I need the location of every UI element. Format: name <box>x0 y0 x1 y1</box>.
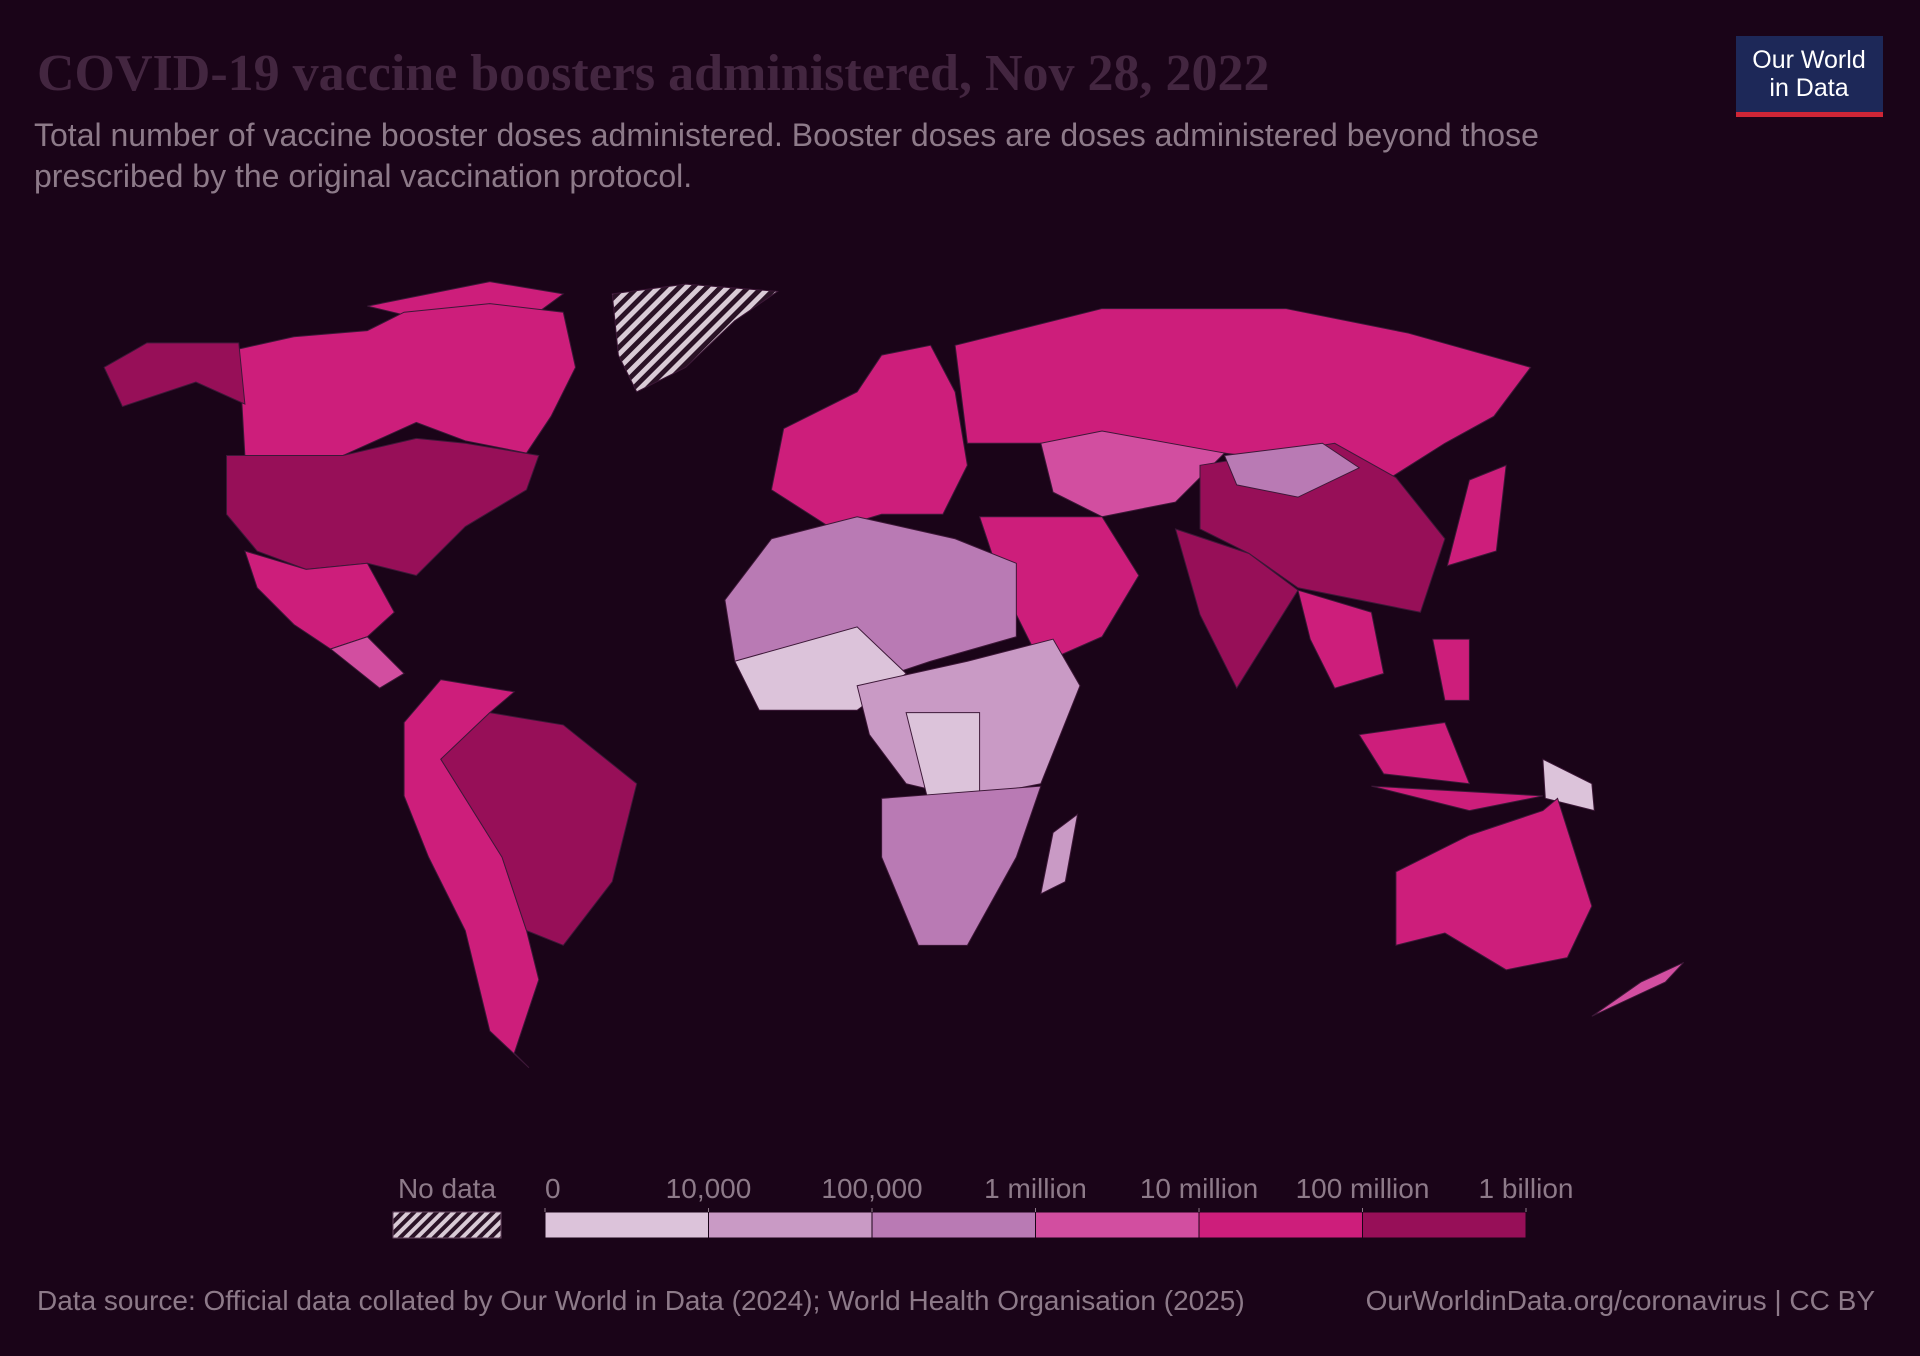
legend-tick-label: 0 <box>545 1173 561 1204</box>
legend-bin <box>871 1211 1036 1239</box>
country <box>1040 430 1226 518</box>
legend-tick-label: 10,000 <box>666 1173 752 1204</box>
legend-no-data-label: No data <box>398 1173 496 1204</box>
country <box>1358 721 1471 785</box>
country <box>1223 442 1361 498</box>
country <box>329 636 405 689</box>
country <box>403 679 540 1069</box>
country <box>1174 528 1299 690</box>
legend-bin <box>1198 1211 1363 1239</box>
map <box>103 281 1685 1069</box>
logo: Our World in Data <box>1736 36 1883 117</box>
country <box>1432 638 1470 701</box>
country <box>1591 962 1685 1017</box>
logo-bar <box>1736 112 1883 117</box>
chart-title: COVID-19 vaccine boosters administered, … <box>37 45 1270 102</box>
legend-tick-label: 10 million <box>1140 1173 1258 1204</box>
country <box>238 303 577 457</box>
country <box>770 344 968 530</box>
subtitle-box: Total number of vaccine booster doses ad… <box>34 117 1539 194</box>
country <box>1542 758 1595 812</box>
legend-bin <box>708 1211 873 1239</box>
legend-bin <box>1035 1211 1200 1239</box>
country <box>226 437 540 577</box>
legend-tick-label: 1 billion <box>1479 1173 1574 1204</box>
legend-no-data-swatch <box>392 1211 502 1239</box>
country <box>1395 797 1593 971</box>
country <box>881 785 1042 946</box>
logo-box <box>1736 36 1883 112</box>
legend-tick-label: 1 million <box>984 1173 1087 1204</box>
chart-subtitle: Total number of vaccine booster doses ad… <box>34 117 1539 194</box>
legend-bin <box>544 1211 709 1239</box>
country <box>440 712 638 946</box>
country <box>1297 589 1385 689</box>
legend: No data 0 10,000 100,000 1 million 10 millio… <box>392 1173 1574 1239</box>
legend-bin <box>1362 1211 1527 1239</box>
logo-text: Our World <box>1752 46 1865 74</box>
legend-tick-label: 100,000 <box>821 1173 922 1204</box>
no-data-region <box>611 283 779 393</box>
country <box>1371 785 1543 812</box>
country <box>103 342 246 408</box>
country <box>1446 464 1507 567</box>
logo-text: in Data <box>1769 74 1848 102</box>
country <box>1040 813 1079 895</box>
legend-tick-label: 100 million <box>1296 1173 1430 1204</box>
